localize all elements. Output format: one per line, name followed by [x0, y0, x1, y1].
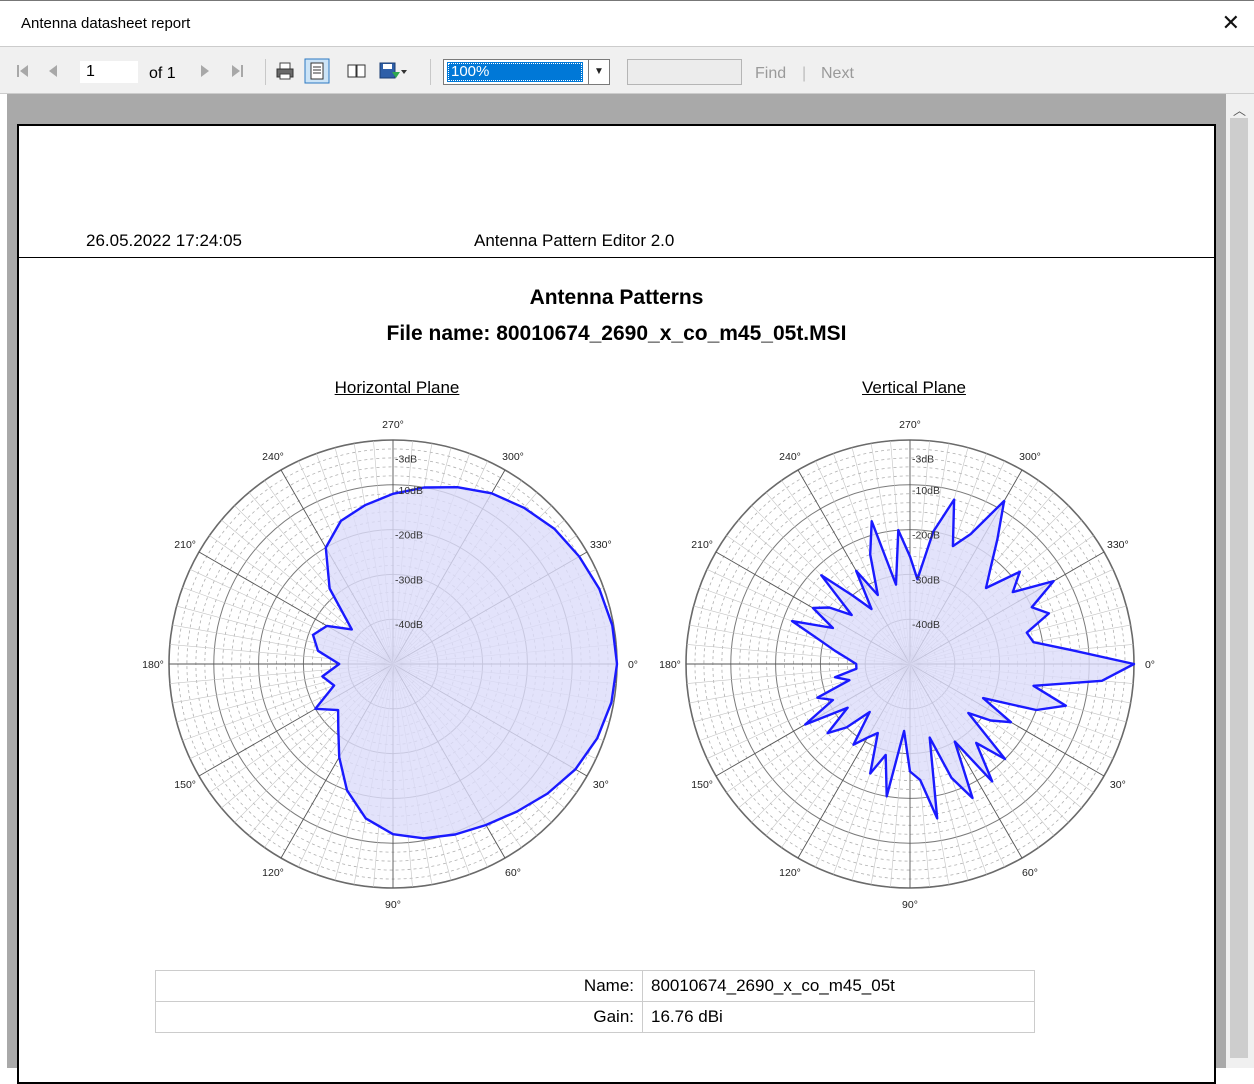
ring-label: -3dB: [395, 453, 417, 465]
angle-label: 330°: [1107, 539, 1129, 551]
page-setup-icon[interactable]: [346, 60, 368, 82]
zoom-select[interactable]: 100% ▼: [443, 59, 610, 85]
zoom-value: 100%: [447, 62, 583, 82]
report-page: 26.05.2022 17:24:05 Antenna Pattern Edit…: [17, 124, 1216, 1084]
window-title: Antenna datasheet report: [21, 15, 191, 32]
report-viewport[interactable]: 26.05.2022 17:24:05 Antenna Pattern Edit…: [7, 94, 1226, 1084]
angle-label: 300°: [502, 451, 524, 463]
angle-label: 330°: [590, 539, 612, 551]
report-toolbar: 1 of 1 100% ▼ Find | Next: [0, 46, 1254, 94]
table-row: Gain: 16.76 dBi: [155, 1001, 1035, 1033]
report-file-name: File name: 80010674_2690_x_co_m45_05t.MS…: [386, 322, 847, 345]
ring-label: -20dB: [395, 530, 423, 542]
angle-label: 120°: [779, 867, 801, 879]
angle-label: 60°: [505, 867, 521, 879]
find-button[interactable]: Find: [755, 65, 787, 82]
print-icon[interactable]: [274, 60, 296, 82]
ring-label: -3dB: [912, 453, 934, 465]
name-value: 80010674_2690_x_co_m45_05t: [642, 970, 1035, 1002]
ring-label: -40dB: [395, 619, 423, 631]
ring-label: -10dB: [912, 485, 940, 497]
ring-label: -30dB: [912, 574, 940, 586]
angle-label: 150°: [691, 779, 713, 791]
report-title: Antenna Patterns: [529, 286, 704, 309]
ring-label: -40dB: [912, 619, 940, 631]
first-page-icon[interactable]: [12, 60, 34, 82]
angle-label: 90°: [385, 899, 401, 911]
pattern-line: [790, 498, 1136, 820]
pattern-line: [311, 486, 619, 840]
vertical-plane-chart: -3dB -10dB -20dB -30dB -40dB 0° 30° 60° 90° 120° 1…: [660, 419, 1155, 911]
name-key: Name:: [155, 970, 643, 1002]
header-divider: [19, 257, 1214, 258]
chevron-up-icon[interactable]: ︿: [1233, 103, 1247, 118]
find-next-button[interactable]: Next: [821, 65, 854, 82]
gain-value: 16.76 dBi: [642, 1001, 1035, 1033]
ring-label: -30dB: [395, 574, 423, 586]
print-layout-icon[interactable]: [304, 58, 330, 84]
angle-label: 180°: [143, 659, 164, 671]
scrollbar-thumb[interactable]: [1230, 118, 1248, 1058]
last-page-icon[interactable]: [226, 60, 248, 82]
angle-label: 210°: [174, 539, 196, 551]
antenna-info-table: Name: 80010674_2690_x_co_m45_05t Gain: 1…: [155, 970, 1035, 1033]
report-timestamp: 26.05.2022 17:24:05: [86, 231, 242, 250]
window-titlebar: Antenna datasheet report ✕: [0, 0, 1254, 46]
find-separator: |: [802, 65, 807, 82]
angle-label: 270°: [382, 419, 404, 431]
angle-label: 0°: [1145, 659, 1155, 671]
angle-label: 240°: [779, 451, 801, 463]
next-page-icon[interactable]: [194, 60, 216, 82]
angle-label: 30°: [1110, 779, 1126, 791]
previous-page-icon[interactable]: [42, 60, 64, 82]
horizontal-plane-title: Horizontal Plane: [334, 378, 460, 397]
toolbar-separator: [430, 59, 431, 85]
angle-label: 210°: [691, 539, 713, 551]
angle-label: 90°: [902, 899, 918, 911]
angle-label: 270°: [899, 419, 921, 431]
find-input[interactable]: [627, 59, 742, 85]
gain-key: Gain:: [155, 1001, 643, 1033]
angle-label: 300°: [1019, 451, 1041, 463]
angle-label: 60°: [1022, 867, 1038, 879]
angle-label: 120°: [262, 867, 284, 879]
angle-label: 30°: [593, 779, 609, 791]
angle-label: 240°: [262, 451, 284, 463]
toolbar-separator: [265, 59, 266, 85]
vertical-scrollbar[interactable]: ︿: [1226, 94, 1254, 1068]
table-row: Name: 80010674_2690_x_co_m45_05t: [155, 970, 1035, 1002]
angle-label: 180°: [660, 659, 681, 671]
horizontal-plane-chart: -3dB -10dB -20dB -30dB -40dB 0° 30° 60° 90° 120° 1…: [143, 419, 638, 911]
page-number-input[interactable]: 1: [79, 60, 139, 84]
ring-label: -20dB: [912, 530, 940, 542]
report-app-name: Antenna Pattern Editor 2.0: [474, 231, 675, 250]
ring-label: -10dB: [395, 485, 423, 497]
angle-label: 0°: [628, 659, 638, 671]
close-icon[interactable]: ✕: [1221, 10, 1240, 35]
page-of-label: of 1: [149, 65, 176, 82]
angle-label: 150°: [174, 779, 196, 791]
export-save-icon[interactable]: [378, 60, 408, 82]
vertical-plane-title: Vertical Plane: [862, 378, 966, 397]
chevron-down-icon[interactable]: ▼: [588, 60, 609, 84]
